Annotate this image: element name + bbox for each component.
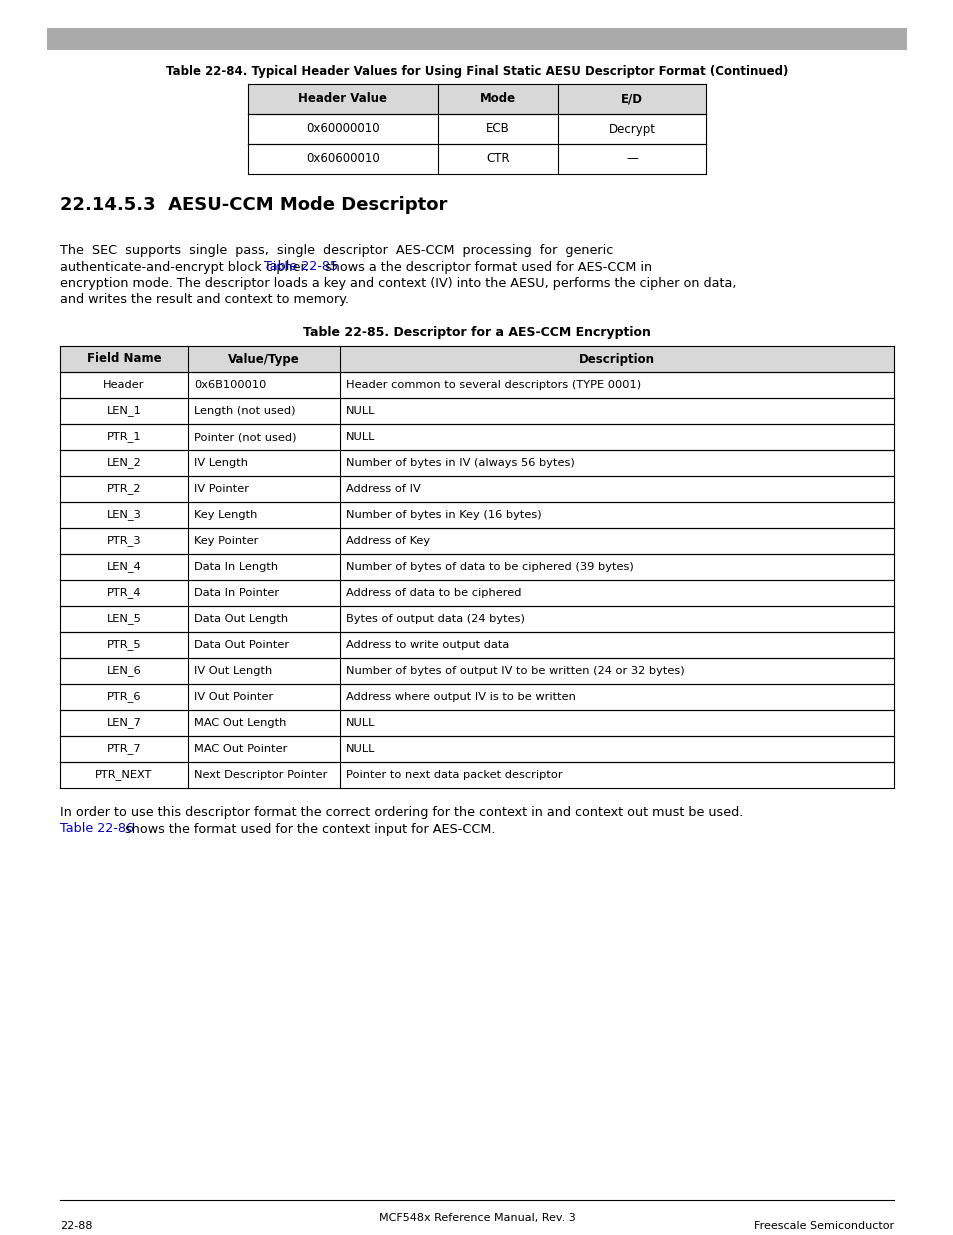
Text: Address of Key: Address of Key — [346, 536, 430, 546]
Text: MAC Out Length: MAC Out Length — [193, 718, 286, 727]
Text: Header Value: Header Value — [298, 93, 387, 105]
Text: 22.14.5.3  AESU-CCM Mode Descriptor: 22.14.5.3 AESU-CCM Mode Descriptor — [60, 196, 447, 214]
Text: Mode: Mode — [479, 93, 516, 105]
Text: Table 22-85. Descriptor for a AES-CCM Encryption: Table 22-85. Descriptor for a AES-CCM En… — [303, 326, 650, 338]
Text: Value/Type: Value/Type — [228, 352, 299, 366]
Text: Data In Length: Data In Length — [193, 562, 278, 572]
Bar — [60, 346, 893, 372]
Text: IV Pointer: IV Pointer — [193, 484, 249, 494]
Text: —: — — [625, 152, 638, 165]
Text: Address where output IV is to be written: Address where output IV is to be written — [346, 692, 576, 701]
Text: Decrypt: Decrypt — [608, 122, 655, 136]
Text: 0x60000010: 0x60000010 — [306, 122, 379, 136]
Text: IV Out Pointer: IV Out Pointer — [193, 692, 273, 701]
Text: encryption mode. The descriptor loads a key and context (IV) into the AESU, perf: encryption mode. The descriptor loads a … — [60, 277, 736, 290]
Text: PTR_5: PTR_5 — [107, 640, 141, 651]
Bar — [248, 84, 705, 114]
Text: 22-88: 22-88 — [60, 1221, 92, 1231]
Text: Data Out Pointer: Data Out Pointer — [193, 640, 289, 650]
Text: NULL: NULL — [346, 743, 375, 755]
Text: LEN_7: LEN_7 — [107, 718, 141, 729]
Text: shows a the descriptor format used for AES-CCM in: shows a the descriptor format used for A… — [320, 261, 652, 273]
Text: PTR_7: PTR_7 — [107, 743, 141, 755]
Text: IV Length: IV Length — [193, 458, 248, 468]
Text: NULL: NULL — [346, 432, 375, 442]
Text: ECB: ECB — [486, 122, 509, 136]
Text: Table 22-84. Typical Header Values for Using Final Static AESU Descriptor Format: Table 22-84. Typical Header Values for U… — [166, 65, 787, 79]
Text: Number of bytes in Key (16 bytes): Number of bytes in Key (16 bytes) — [346, 510, 541, 520]
Text: Address to write output data: Address to write output data — [346, 640, 509, 650]
Text: Header: Header — [103, 380, 145, 390]
Text: LEN_5: LEN_5 — [107, 614, 141, 625]
Text: Address of IV: Address of IV — [346, 484, 420, 494]
Text: PTR_2: PTR_2 — [107, 484, 141, 494]
Text: 0x6B100010: 0x6B100010 — [193, 380, 266, 390]
Text: PTR_1: PTR_1 — [107, 431, 141, 442]
Text: Key Length: Key Length — [193, 510, 257, 520]
Text: Header common to several descriptors (TYPE 0001): Header common to several descriptors (TY… — [346, 380, 640, 390]
Text: LEN_4: LEN_4 — [107, 562, 141, 573]
Text: The  SEC  supports  single  pass,  single  descriptor  AES-CCM  processing  for : The SEC supports single pass, single des… — [60, 245, 613, 257]
Text: 0x60600010: 0x60600010 — [306, 152, 379, 165]
Text: IV Out Length: IV Out Length — [193, 666, 272, 676]
Text: LEN_2: LEN_2 — [107, 457, 141, 468]
Text: Field Name: Field Name — [87, 352, 161, 366]
Text: Address of data to be ciphered: Address of data to be ciphered — [346, 588, 521, 598]
Text: Data Out Length: Data Out Length — [193, 614, 288, 624]
Text: Pointer (not used): Pointer (not used) — [193, 432, 296, 442]
Text: PTR_NEXT: PTR_NEXT — [95, 769, 152, 781]
Text: Freescale Semiconductor: Freescale Semiconductor — [753, 1221, 893, 1231]
Text: PTR_3: PTR_3 — [107, 536, 141, 546]
Text: NULL: NULL — [346, 406, 375, 416]
Text: E/D: E/D — [620, 93, 642, 105]
Text: Number of bytes of output IV to be written (24 or 32 bytes): Number of bytes of output IV to be writt… — [346, 666, 684, 676]
Text: MCF548x Reference Manual, Rev. 3: MCF548x Reference Manual, Rev. 3 — [378, 1213, 575, 1223]
Text: Next Descriptor Pointer: Next Descriptor Pointer — [193, 769, 327, 781]
Text: PTR_6: PTR_6 — [107, 692, 141, 703]
Text: MAC Out Pointer: MAC Out Pointer — [193, 743, 287, 755]
Text: Description: Description — [578, 352, 655, 366]
Text: LEN_6: LEN_6 — [107, 666, 141, 677]
Text: Bytes of output data (24 bytes): Bytes of output data (24 bytes) — [346, 614, 524, 624]
Text: Length (not used): Length (not used) — [193, 406, 295, 416]
Text: Number of bytes in IV (always 56 bytes): Number of bytes in IV (always 56 bytes) — [346, 458, 574, 468]
Text: Data In Pointer: Data In Pointer — [193, 588, 279, 598]
Text: authenticate-and-encrypt block cipher.: authenticate-and-encrypt block cipher. — [60, 261, 313, 273]
Text: and writes the result and context to memory.: and writes the result and context to mem… — [60, 294, 349, 306]
Text: LEN_3: LEN_3 — [107, 510, 141, 520]
Bar — [47, 28, 906, 49]
Text: Pointer to next data packet descriptor: Pointer to next data packet descriptor — [346, 769, 562, 781]
Text: CTR: CTR — [486, 152, 509, 165]
Text: Table 22-85: Table 22-85 — [263, 261, 337, 273]
Text: Key Pointer: Key Pointer — [193, 536, 258, 546]
Text: Table 22-86: Table 22-86 — [60, 823, 133, 836]
Text: LEN_1: LEN_1 — [107, 405, 141, 416]
Text: PTR_4: PTR_4 — [107, 588, 141, 599]
Text: Number of bytes of data to be ciphered (39 bytes): Number of bytes of data to be ciphered (… — [346, 562, 633, 572]
Text: NULL: NULL — [346, 718, 375, 727]
Text: In order to use this descriptor format the correct ordering for the context in a: In order to use this descriptor format t… — [60, 806, 742, 819]
Text: shows the format used for the context input for AES-CCM.: shows the format used for the context in… — [121, 823, 495, 836]
